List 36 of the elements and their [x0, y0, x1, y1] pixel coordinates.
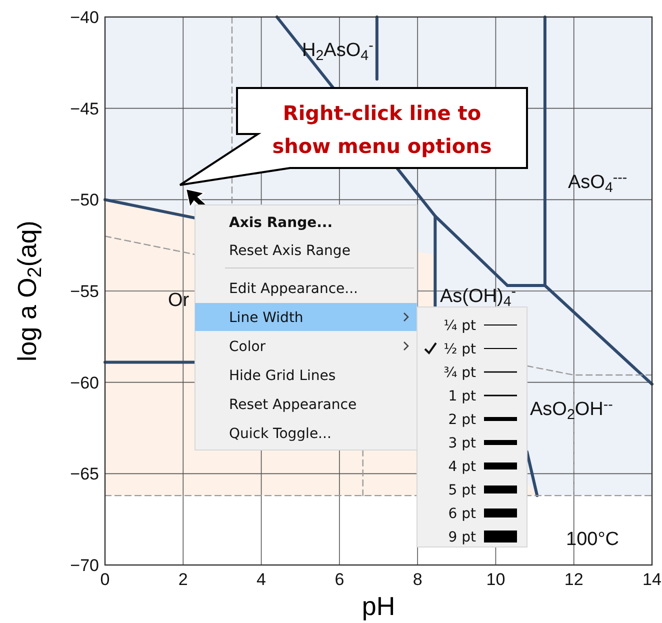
- y-tick-label: −60: [70, 373, 99, 392]
- annotation: Quick Toggle...: [229, 426, 332, 442]
- annotation: 5 pt: [448, 482, 477, 498]
- annotation: AsO$_{2}$OH$^{--}$: [530, 396, 614, 422]
- annotation: ½ pt: [444, 342, 476, 358]
- annotation: 2 pt: [448, 412, 477, 428]
- annotation: Hide Grid Lines: [229, 368, 336, 384]
- x-tick-label: 4: [256, 570, 266, 589]
- y-tick-label: −50: [70, 190, 99, 210]
- annotation: 3 pt: [448, 436, 477, 452]
- annotation: Line Width: [229, 310, 304, 326]
- annotation: ¾ pt: [444, 365, 476, 381]
- annotation: 9 pt: [448, 530, 477, 546]
- annotation: Reset Appearance: [229, 397, 357, 413]
- annotation: Reset Axis Range: [229, 243, 350, 259]
- y-tick-label: −40: [70, 8, 99, 27]
- annotation: ¼ pt: [444, 318, 476, 334]
- x-tick-label: 14: [642, 570, 662, 589]
- x-tick-label: 8: [412, 570, 422, 589]
- x-tick-label: 0: [100, 570, 110, 589]
- annotation: 6 pt: [448, 506, 477, 522]
- x-tick-label: 10: [486, 570, 506, 589]
- annotation: Color: [229, 339, 266, 355]
- x-axis-title: pH: [362, 591, 396, 621]
- annotation: 4 pt: [448, 459, 477, 475]
- x-tick-label: 6: [334, 570, 344, 589]
- annotation: Edit Appearance...: [229, 281, 358, 297]
- annotation: Right-click line to show menu options: [272, 101, 492, 158]
- annotation: Axis Range...: [229, 215, 333, 231]
- annotation: 1 pt: [448, 388, 477, 404]
- y-tick-label: −70: [70, 556, 99, 575]
- y-tick-label: −65: [70, 464, 99, 484]
- y-tick-label: −55: [70, 282, 99, 301]
- x-tick-label: 2: [178, 570, 188, 589]
- x-tick-label: 12: [564, 570, 584, 589]
- y-tick-label: −45: [70, 99, 99, 118]
